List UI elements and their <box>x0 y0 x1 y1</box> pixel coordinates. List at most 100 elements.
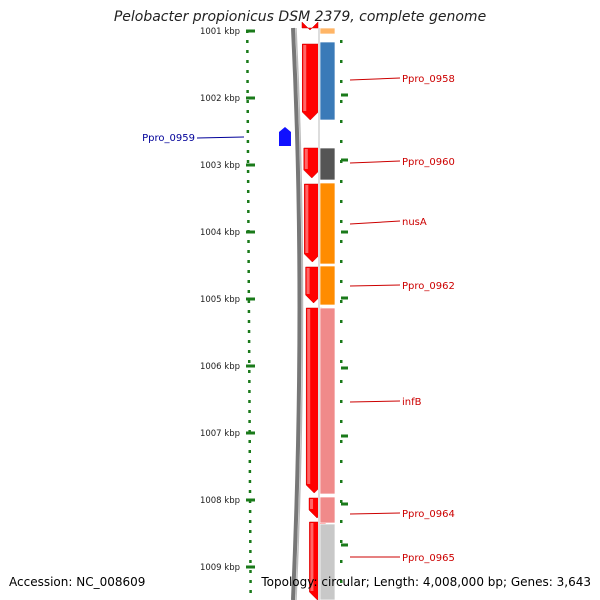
scale-dot <box>249 570 252 573</box>
scale-dot <box>246 50 249 53</box>
cds-arrow-shine <box>306 268 310 294</box>
scale-dot <box>248 420 251 423</box>
gene-leader-line <box>196 136 245 139</box>
scale-label: 1003 kbp <box>200 161 240 171</box>
right-scale-tick <box>341 543 348 547</box>
scale-label: 1009 kbp <box>200 563 240 573</box>
gene-leader-line <box>349 284 401 287</box>
right-scale-tick <box>341 158 348 162</box>
scale-dot <box>249 540 252 543</box>
scale-major-tick <box>246 431 255 435</box>
gene-leader-line <box>349 512 401 515</box>
scale-label: 1008 kbp <box>200 496 240 506</box>
right-scale-tick <box>341 366 348 370</box>
scale-dot <box>247 350 251 353</box>
right-scale-dot <box>340 300 343 303</box>
right-scale-dot <box>340 240 343 243</box>
scale-dot <box>246 70 249 73</box>
backbone-line <box>291 27 302 600</box>
scale-dot <box>249 550 252 553</box>
scale-dot <box>247 220 250 223</box>
right-scale-dot <box>340 100 343 103</box>
scale-major-tick <box>246 297 255 301</box>
cds-arrow <box>301 21 319 31</box>
scale-dot <box>247 240 250 243</box>
scale-dot <box>248 480 252 483</box>
right-scale-tick <box>341 93 348 97</box>
topology-info: Topology: circular; Length: 4,008,000 bp… <box>261 575 591 589</box>
right-scale-dot <box>340 320 343 323</box>
right-scale-dot <box>340 480 343 483</box>
gene-feature-box <box>319 27 336 35</box>
reverse-gene-arrow <box>279 127 291 146</box>
scale-dot <box>247 320 251 323</box>
right-scale-dot <box>340 400 343 403</box>
right-scale-dot <box>340 60 343 63</box>
scale-label: 1007 kbp <box>200 429 240 439</box>
gene-feature-box <box>319 147 336 181</box>
scale-dot <box>248 520 252 523</box>
gene-leader-line <box>349 400 401 403</box>
right-scale-dot <box>340 560 343 563</box>
gene-label-infb: infB <box>402 397 422 408</box>
scale-dot <box>249 560 252 563</box>
scale-dot <box>248 450 252 453</box>
cds-arrow-shine <box>307 309 311 484</box>
scale-dot <box>246 180 250 183</box>
scale-dot <box>248 410 251 413</box>
scale-dot <box>247 290 251 293</box>
scale-label: 1005 kbp <box>200 295 240 305</box>
gene-label-ppro_0962: Ppro_0962 <box>402 281 455 292</box>
scale-major-tick <box>246 565 255 569</box>
right-scale-dot <box>340 500 343 503</box>
scale-dot <box>246 120 250 123</box>
scale-dot <box>246 190 250 193</box>
right-scale-dot <box>340 220 343 223</box>
scale-dot <box>247 360 251 363</box>
gene-feature-box <box>319 41 336 121</box>
gene-leader-line <box>349 160 401 164</box>
scale-dot <box>249 530 252 533</box>
cds-arrow-shine <box>310 499 314 509</box>
scale-dot <box>246 150 250 153</box>
scale-dot <box>248 490 252 493</box>
scale-dot <box>248 370 251 373</box>
scale-dot <box>248 400 251 403</box>
scale-dot <box>249 580 252 583</box>
cds-arrow-shine <box>305 185 309 253</box>
right-scale-tick <box>341 296 348 300</box>
scale-dot <box>248 460 252 463</box>
right-scale-dot <box>340 80 343 83</box>
gene-label-ppro_0964: Ppro_0964 <box>402 509 455 520</box>
scale-dot <box>246 140 250 143</box>
scale-dot <box>246 90 249 93</box>
gene-leader-line <box>349 220 401 225</box>
right-scale-dot <box>340 580 343 583</box>
gene-track-edge <box>318 28 320 600</box>
scale-dot <box>246 100 249 103</box>
scale-major-tick <box>246 163 255 167</box>
scale-dot <box>247 210 250 213</box>
scale-dot <box>248 470 252 473</box>
gene-feature-box <box>319 307 336 495</box>
scale-label: 1004 kbp <box>200 228 240 238</box>
scale-dot <box>248 510 252 513</box>
scale-dot <box>247 310 251 313</box>
right-scale-dot <box>340 420 343 423</box>
right-scale-dot <box>340 40 343 43</box>
scale-major-tick <box>246 29 255 33</box>
scale-major-tick <box>246 230 255 234</box>
scale-dot <box>249 590 252 593</box>
right-scale-tick <box>341 502 348 506</box>
gene-leader-line <box>349 77 401 81</box>
scale-label: 1002 kbp <box>200 94 240 104</box>
scale-label: 1001 kbp <box>200 27 240 37</box>
scale-dot <box>247 330 251 333</box>
gene-feature-box <box>319 182 336 265</box>
gene-label-ppro-0959: Ppro_0959 <box>142 133 195 144</box>
scale-dot <box>248 380 251 383</box>
scale-dot <box>247 300 251 303</box>
scale-dot <box>246 170 250 173</box>
